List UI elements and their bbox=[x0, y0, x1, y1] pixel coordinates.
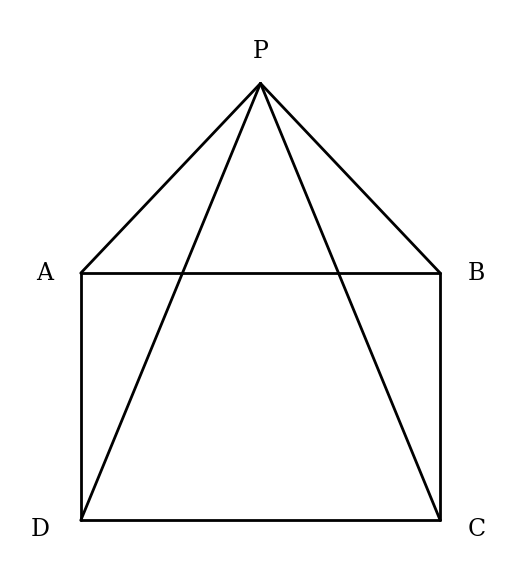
Text: A: A bbox=[36, 262, 53, 285]
Text: P: P bbox=[253, 40, 268, 63]
Text: C: C bbox=[468, 518, 486, 540]
Text: D: D bbox=[31, 518, 50, 540]
Text: B: B bbox=[468, 262, 486, 285]
